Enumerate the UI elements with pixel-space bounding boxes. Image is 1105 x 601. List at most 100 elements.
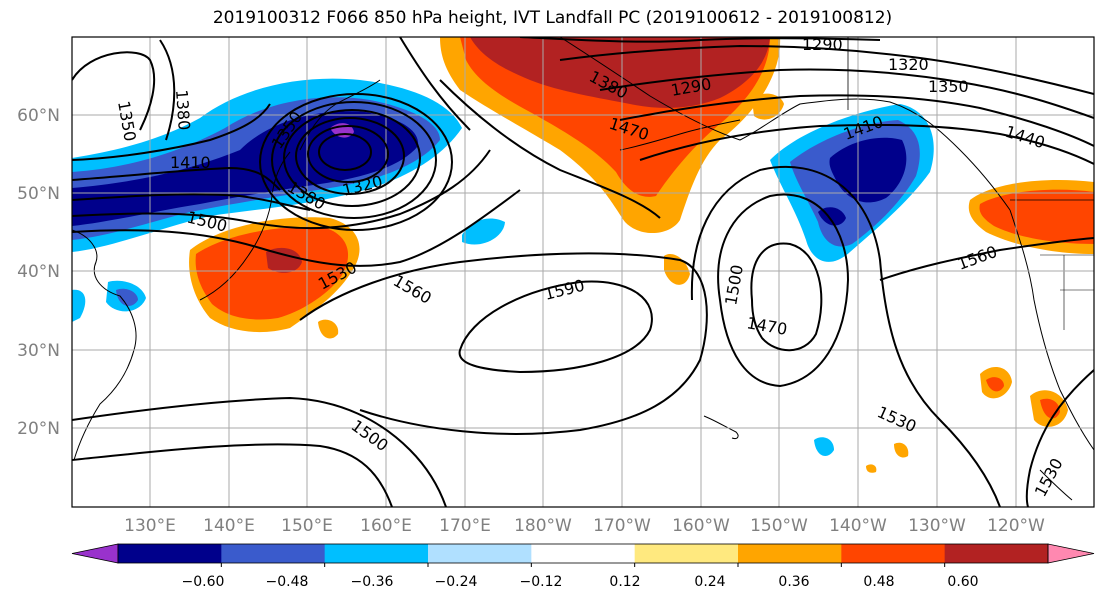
lat-label: 30°N xyxy=(17,341,60,361)
lat-label: 60°N xyxy=(17,106,60,126)
height-contour xyxy=(72,396,447,507)
map-frame xyxy=(71,36,1095,508)
colorbar-segment xyxy=(428,544,532,563)
negative-anomaly-region xyxy=(829,137,907,203)
height-contour xyxy=(750,242,823,352)
positive-anomaly-region xyxy=(986,377,1004,392)
height-contour xyxy=(72,193,311,211)
contour-label: 1410 xyxy=(170,153,211,172)
positive-anomaly-region xyxy=(266,247,302,273)
contour-label: 1350 xyxy=(928,77,969,96)
height-contour xyxy=(717,193,850,388)
height-contour xyxy=(690,165,1001,507)
gridlines xyxy=(72,37,1094,507)
height-contour xyxy=(458,280,653,374)
positive-anomaly-region xyxy=(866,464,877,473)
latitude-labels: 60°N 50°N 40°N 30°N 20°N xyxy=(17,106,60,439)
negative-anomaly-region xyxy=(814,437,834,456)
height-contour xyxy=(295,117,405,195)
colorbar-tick-label: −0.24 xyxy=(435,574,478,590)
lon-label: 180°W xyxy=(514,516,572,536)
colorbar-tick-label: −0.48 xyxy=(266,574,309,590)
height-contour xyxy=(619,94,1094,147)
height-contour xyxy=(639,123,1094,165)
colorbar-segment xyxy=(324,544,429,563)
positive-anomaly-region xyxy=(318,319,339,339)
colorbar-segment xyxy=(738,544,842,563)
lon-label: 140°E xyxy=(203,516,255,536)
negative-anomaly-region xyxy=(116,288,138,306)
lat-label: 40°N xyxy=(17,262,60,282)
coastline-alaska xyxy=(559,37,1011,211)
positive-anomaly-region xyxy=(979,189,1094,244)
colorbar-outline xyxy=(117,543,1049,564)
height-contour xyxy=(259,93,453,231)
map-title: 2019100312 F066 850 hPa height, IVT Land… xyxy=(212,8,893,28)
colorbar-tick-label: −0.36 xyxy=(351,574,394,590)
positive-anomaly-region xyxy=(195,227,349,320)
colorbar-tick-label: 0.36 xyxy=(778,574,809,590)
colorbar-segment xyxy=(221,544,326,563)
colorbar-extension-max xyxy=(1047,543,1095,564)
contour-label: 1320 xyxy=(888,55,929,74)
colorbar-tick-label: −0.12 xyxy=(520,574,563,590)
positive-anomaly-region xyxy=(894,442,909,458)
lon-label: 130°E xyxy=(124,516,176,536)
height-contour xyxy=(519,37,881,43)
height-contour xyxy=(72,103,271,161)
colorbar-tick-labels: −0.60 −0.48 −0.36 −0.24 −0.12 0.12 0.24 … xyxy=(182,574,979,590)
colorbar-tick-label: 0.12 xyxy=(609,574,640,590)
height-contours xyxy=(72,37,1094,507)
lon-label: 150°E xyxy=(281,516,333,536)
contour-label: 1290 xyxy=(802,35,843,54)
height-contour xyxy=(879,237,1094,281)
height-contour xyxy=(72,149,491,230)
coastline-japan xyxy=(199,151,291,301)
lon-label: 150°W xyxy=(750,516,808,536)
height-contour xyxy=(1025,369,1094,507)
lon-label: 160°E xyxy=(360,516,412,536)
height-contour xyxy=(307,125,389,183)
height-contour xyxy=(318,133,372,171)
height-contour xyxy=(72,166,281,191)
height-contour xyxy=(271,101,437,219)
height-contour xyxy=(283,109,421,207)
colorbar xyxy=(71,543,1095,567)
colorbar-segment xyxy=(531,544,636,563)
negative-anomaly-region xyxy=(72,289,86,322)
height-contour xyxy=(72,443,393,507)
coastline-aleutians xyxy=(619,119,741,151)
colorbar-segment xyxy=(944,544,1049,563)
ivt-shading xyxy=(72,37,1094,473)
height-contour xyxy=(559,44,1094,95)
colorbar-extension-min xyxy=(71,543,119,564)
border-us-states xyxy=(1040,254,1094,330)
colorbar-segment xyxy=(118,544,222,563)
colorbar-tick-label: 0.48 xyxy=(863,574,894,590)
height-contour xyxy=(299,252,708,435)
height-contour xyxy=(399,37,471,131)
height-contour xyxy=(599,68,1094,119)
lat-label: 20°N xyxy=(17,419,60,439)
coastline-california-gulf xyxy=(1039,469,1073,501)
colorbar-tick-label: 0.24 xyxy=(694,574,725,590)
lat-label: 50°N xyxy=(17,184,60,204)
height-contour xyxy=(72,51,156,131)
colorbar-tick-label: 0.60 xyxy=(947,574,978,590)
coastline-north-america xyxy=(1009,209,1094,451)
lon-label: 160°W xyxy=(672,516,730,536)
colorbar-segment xyxy=(634,544,739,563)
height-contour xyxy=(72,189,521,267)
colorbar-segment xyxy=(841,544,946,563)
lon-label: 120°W xyxy=(987,516,1045,536)
coastline-asia xyxy=(72,229,137,461)
height-contour xyxy=(159,39,176,141)
colorbar-tick-label: −0.60 xyxy=(182,574,225,590)
coastlines xyxy=(72,37,1094,501)
lon-label: 140°W xyxy=(829,516,887,536)
coastline-hawaii xyxy=(703,415,739,439)
positive-anomaly-region xyxy=(470,37,770,108)
lon-label: 170°W xyxy=(593,516,651,536)
height-contour xyxy=(439,79,661,219)
